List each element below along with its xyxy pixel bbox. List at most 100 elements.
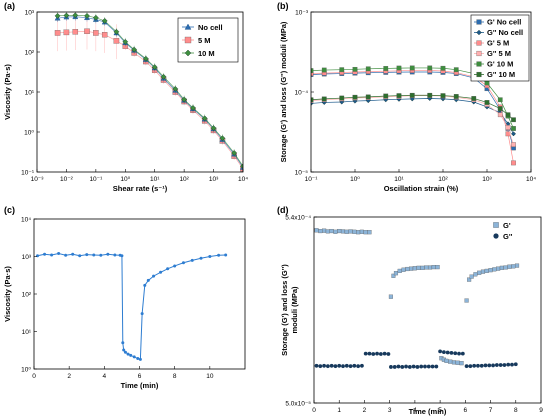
data-point-d — [464, 298, 469, 303]
panel-a: (a) 10⁻³ 10⁻² 10⁻¹ 10⁰ 10¹ 10² 10³ 10⁴ 10⁻¹ 10⁰ 10¹… — [3, 1, 248, 193]
panel-label-d: (d) — [277, 205, 289, 215]
data-point-b — [497, 112, 503, 118]
data-point-d — [423, 364, 427, 369]
series-line-c — [37, 253, 226, 361]
data-point-d — [325, 364, 330, 369]
data-point-d — [488, 268, 493, 273]
data-point-a — [101, 31, 108, 38]
data-point-d — [340, 229, 346, 234]
x-tick-label-d: 4 — [413, 407, 417, 414]
data-point-d — [448, 359, 453, 364]
data-point-d — [438, 349, 443, 354]
data-point-b — [409, 92, 415, 98]
data-point-d — [359, 229, 364, 234]
y-tick-label-a: 10³ — [25, 10, 35, 17]
data-point-d — [420, 265, 425, 270]
data-point-b — [396, 93, 402, 99]
legend-label-b: G'' 5 M — [487, 49, 511, 58]
x-tick-label-d: 1 — [337, 407, 341, 414]
data-point-d — [445, 350, 450, 355]
data-point-d — [405, 266, 410, 272]
data-point-b — [383, 66, 389, 71]
data-point-d — [424, 265, 429, 270]
x-tick-label-c: 10 — [206, 373, 214, 380]
data-point-d — [333, 229, 338, 234]
data-point-d — [427, 265, 433, 270]
data-point-d — [389, 365, 393, 369]
data-point-d — [435, 265, 440, 270]
data-point-d — [416, 265, 421, 270]
data-point-b — [511, 117, 516, 123]
panel-label-c: (c) — [4, 205, 15, 215]
legend-marker-b — [476, 19, 482, 25]
data-point-a — [54, 30, 61, 36]
data-point-b — [511, 126, 516, 131]
data-point-d — [492, 267, 497, 272]
data-point-d — [434, 364, 439, 369]
x-tick-label-a: 10⁻¹ — [89, 176, 103, 183]
data-point-a — [172, 85, 179, 92]
data-point-d — [473, 272, 478, 277]
data-point-d — [451, 360, 457, 365]
x-tick-label-d: 3 — [388, 407, 392, 414]
data-point-c — [43, 252, 47, 256]
y-tick-label-a: 10⁰ — [24, 130, 34, 137]
data-point-d — [352, 363, 357, 368]
data-point-c — [50, 253, 54, 257]
data-point-b — [484, 100, 490, 105]
data-point-b — [505, 125, 511, 130]
y-tick-label-c: 10¹ — [22, 329, 32, 336]
data-point-d — [329, 228, 334, 234]
data-point-d — [333, 364, 338, 369]
x-tick-label-c: 6 — [138, 373, 142, 380]
data-point-c — [122, 348, 126, 352]
data-point-a — [231, 150, 238, 156]
data-point-d — [449, 350, 454, 355]
data-point-b — [497, 97, 503, 103]
data-point-b — [427, 92, 433, 98]
data-point-d — [378, 352, 383, 356]
y-tick-label-d: 5.0x10⁻⁵ — [285, 401, 311, 408]
data-point-c — [129, 353, 133, 357]
y-tick-label-c: 10⁴ — [21, 217, 31, 224]
plot-frame-c — [33, 218, 246, 370]
data-point-d — [419, 364, 424, 369]
x-tick-label-d: 6 — [464, 407, 468, 414]
data-point-d — [412, 266, 417, 271]
legend-b — [470, 14, 530, 82]
y-tick-label-d: 5.4x10⁻⁴ — [285, 215, 311, 222]
data-point-b — [505, 112, 511, 118]
data-point-c — [121, 341, 125, 345]
data-point-b — [511, 160, 516, 166]
x-axis-label-d: Time (min) — [409, 407, 447, 416]
data-point-b — [383, 93, 389, 99]
x-tick-label-b: 10⁴ — [526, 176, 536, 183]
data-point-c — [217, 253, 221, 257]
y-axis-label-c: Viscosity (Pa·s) — [3, 266, 12, 322]
data-point-b — [352, 66, 358, 72]
data-point-a — [131, 46, 138, 53]
legend-marker-b — [476, 40, 482, 46]
data-point-d — [348, 229, 353, 234]
data-point-d — [444, 358, 449, 363]
data-point-d — [491, 363, 495, 368]
legend-label-d: G' — [503, 221, 511, 230]
x-tick-label-c: 0 — [32, 373, 36, 380]
data-point-d — [386, 352, 391, 356]
data-point-d — [457, 351, 461, 356]
legend-marker-d — [493, 233, 499, 239]
y-tick-label-b: 10⁻⁵ — [295, 170, 309, 177]
x-tick-label-b: 10³ — [482, 176, 492, 183]
data-point-c — [190, 258, 194, 262]
data-point-a — [63, 12, 70, 19]
legend-marker-b — [476, 29, 482, 36]
series-line-b — [311, 94, 514, 121]
data-point-c — [64, 253, 68, 257]
data-point-d — [341, 364, 345, 369]
data-point-d — [344, 363, 349, 368]
x-tick-label-c: 4 — [103, 373, 107, 380]
data-point-a — [190, 105, 196, 111]
data-point-d — [460, 351, 465, 356]
legend-label-d: G'' — [503, 232, 513, 241]
panel-b: (b) 10⁻¹ 10⁰ 10¹ 10² 10³ 10⁴ 10⁻⁵ 10⁻⁴ 10⁻³ Oscill… — [277, 1, 536, 193]
